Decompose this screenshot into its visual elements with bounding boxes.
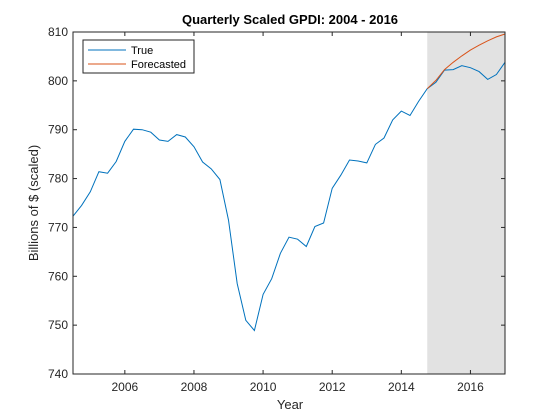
y-tick-label: 760	[48, 269, 68, 283]
y-tick-label: 780	[48, 172, 68, 186]
x-tick-label: 2008	[181, 380, 208, 394]
chart-title: Quarterly Scaled GPDI: 2004 - 2016	[182, 12, 398, 27]
legend-label-forecasted: Forecasted	[131, 59, 186, 71]
series-line-forecasted	[426, 33, 506, 90]
x-tick-label: 2006	[111, 380, 138, 394]
y-tick-label: 790	[48, 123, 68, 137]
y-tick-label: 800	[48, 74, 68, 88]
y-tick-label: 750	[48, 318, 68, 332]
axes-box	[72, 31, 506, 375]
legend: True Forecasted	[82, 39, 195, 74]
y-tick-label: 810	[48, 25, 68, 39]
x-axis-label: Year	[277, 397, 304, 412]
forecast-region	[427, 32, 505, 374]
legend-label-true: True	[131, 45, 153, 57]
x-tick-label: 2016	[457, 380, 484, 394]
x-tick-label: 2012	[319, 380, 346, 394]
plot-area: 2006 2008 2010 2012 2014 2016 740 750 760 770 780 7…	[48, 25, 506, 394]
series-line-true	[72, 62, 506, 332]
y-tick-label: 740	[48, 367, 68, 381]
x-tick-label: 2010	[250, 380, 277, 394]
y-tick-label: 770	[48, 220, 68, 234]
x-tick-label: 2014	[388, 380, 415, 394]
y-axis-label: Billions of $ (scaled)	[26, 145, 41, 261]
legend-box	[82, 39, 195, 74]
